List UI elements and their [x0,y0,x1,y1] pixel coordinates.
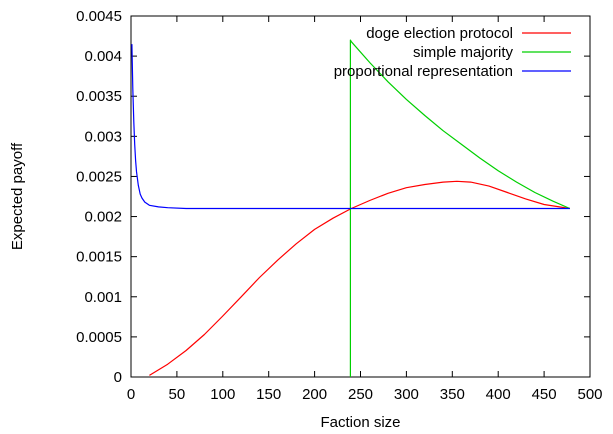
x-tick-label: 200 [302,386,327,403]
x-axis-label: Faction size [320,414,400,431]
y-tick-label: 0.0025 [76,168,122,185]
y-tick-label: 0.002 [84,209,122,226]
y-tick-label: 0.001 [84,289,122,306]
x-tick-label: 0 [127,386,135,403]
y-axis-label: Expected payoff [9,142,26,250]
x-tick-label: 300 [394,386,419,403]
y-tick-label: 0.003 [84,128,122,145]
y-tick-label: 0 [114,369,122,386]
series-line [349,39,571,377]
y-tick-label: 0.0015 [76,249,122,266]
y-tick-label: 0.0045 [76,8,122,25]
x-tick-label: 250 [348,386,373,403]
x-tick-label: 350 [440,386,465,403]
x-tick-label: 450 [532,386,557,403]
y-tick-label: 0.0005 [76,329,122,346]
x-tick-label: 400 [486,386,511,403]
legend-label: simple majority [413,44,514,61]
x-tick-label: 50 [169,386,186,403]
legend: doge election protocol simple majority pro… [334,25,571,80]
series-line [131,44,570,210]
series-lines [131,39,571,377]
x-tick-label: 100 [210,386,235,403]
x-tick-label: 150 [256,386,281,403]
legend-label: doge election protocol [366,25,513,42]
y-tick-label: 0.004 [84,48,122,65]
legend-label: proportional representation [334,63,513,80]
x-tick-label: 500 [577,386,602,403]
y-tick-label: 0.0035 [76,88,122,105]
axis-ticks: 0 50 100 150 200 250 300 350 400 450 500 0 0.0005 0.0… [76,8,602,403]
series-line [149,180,570,376]
